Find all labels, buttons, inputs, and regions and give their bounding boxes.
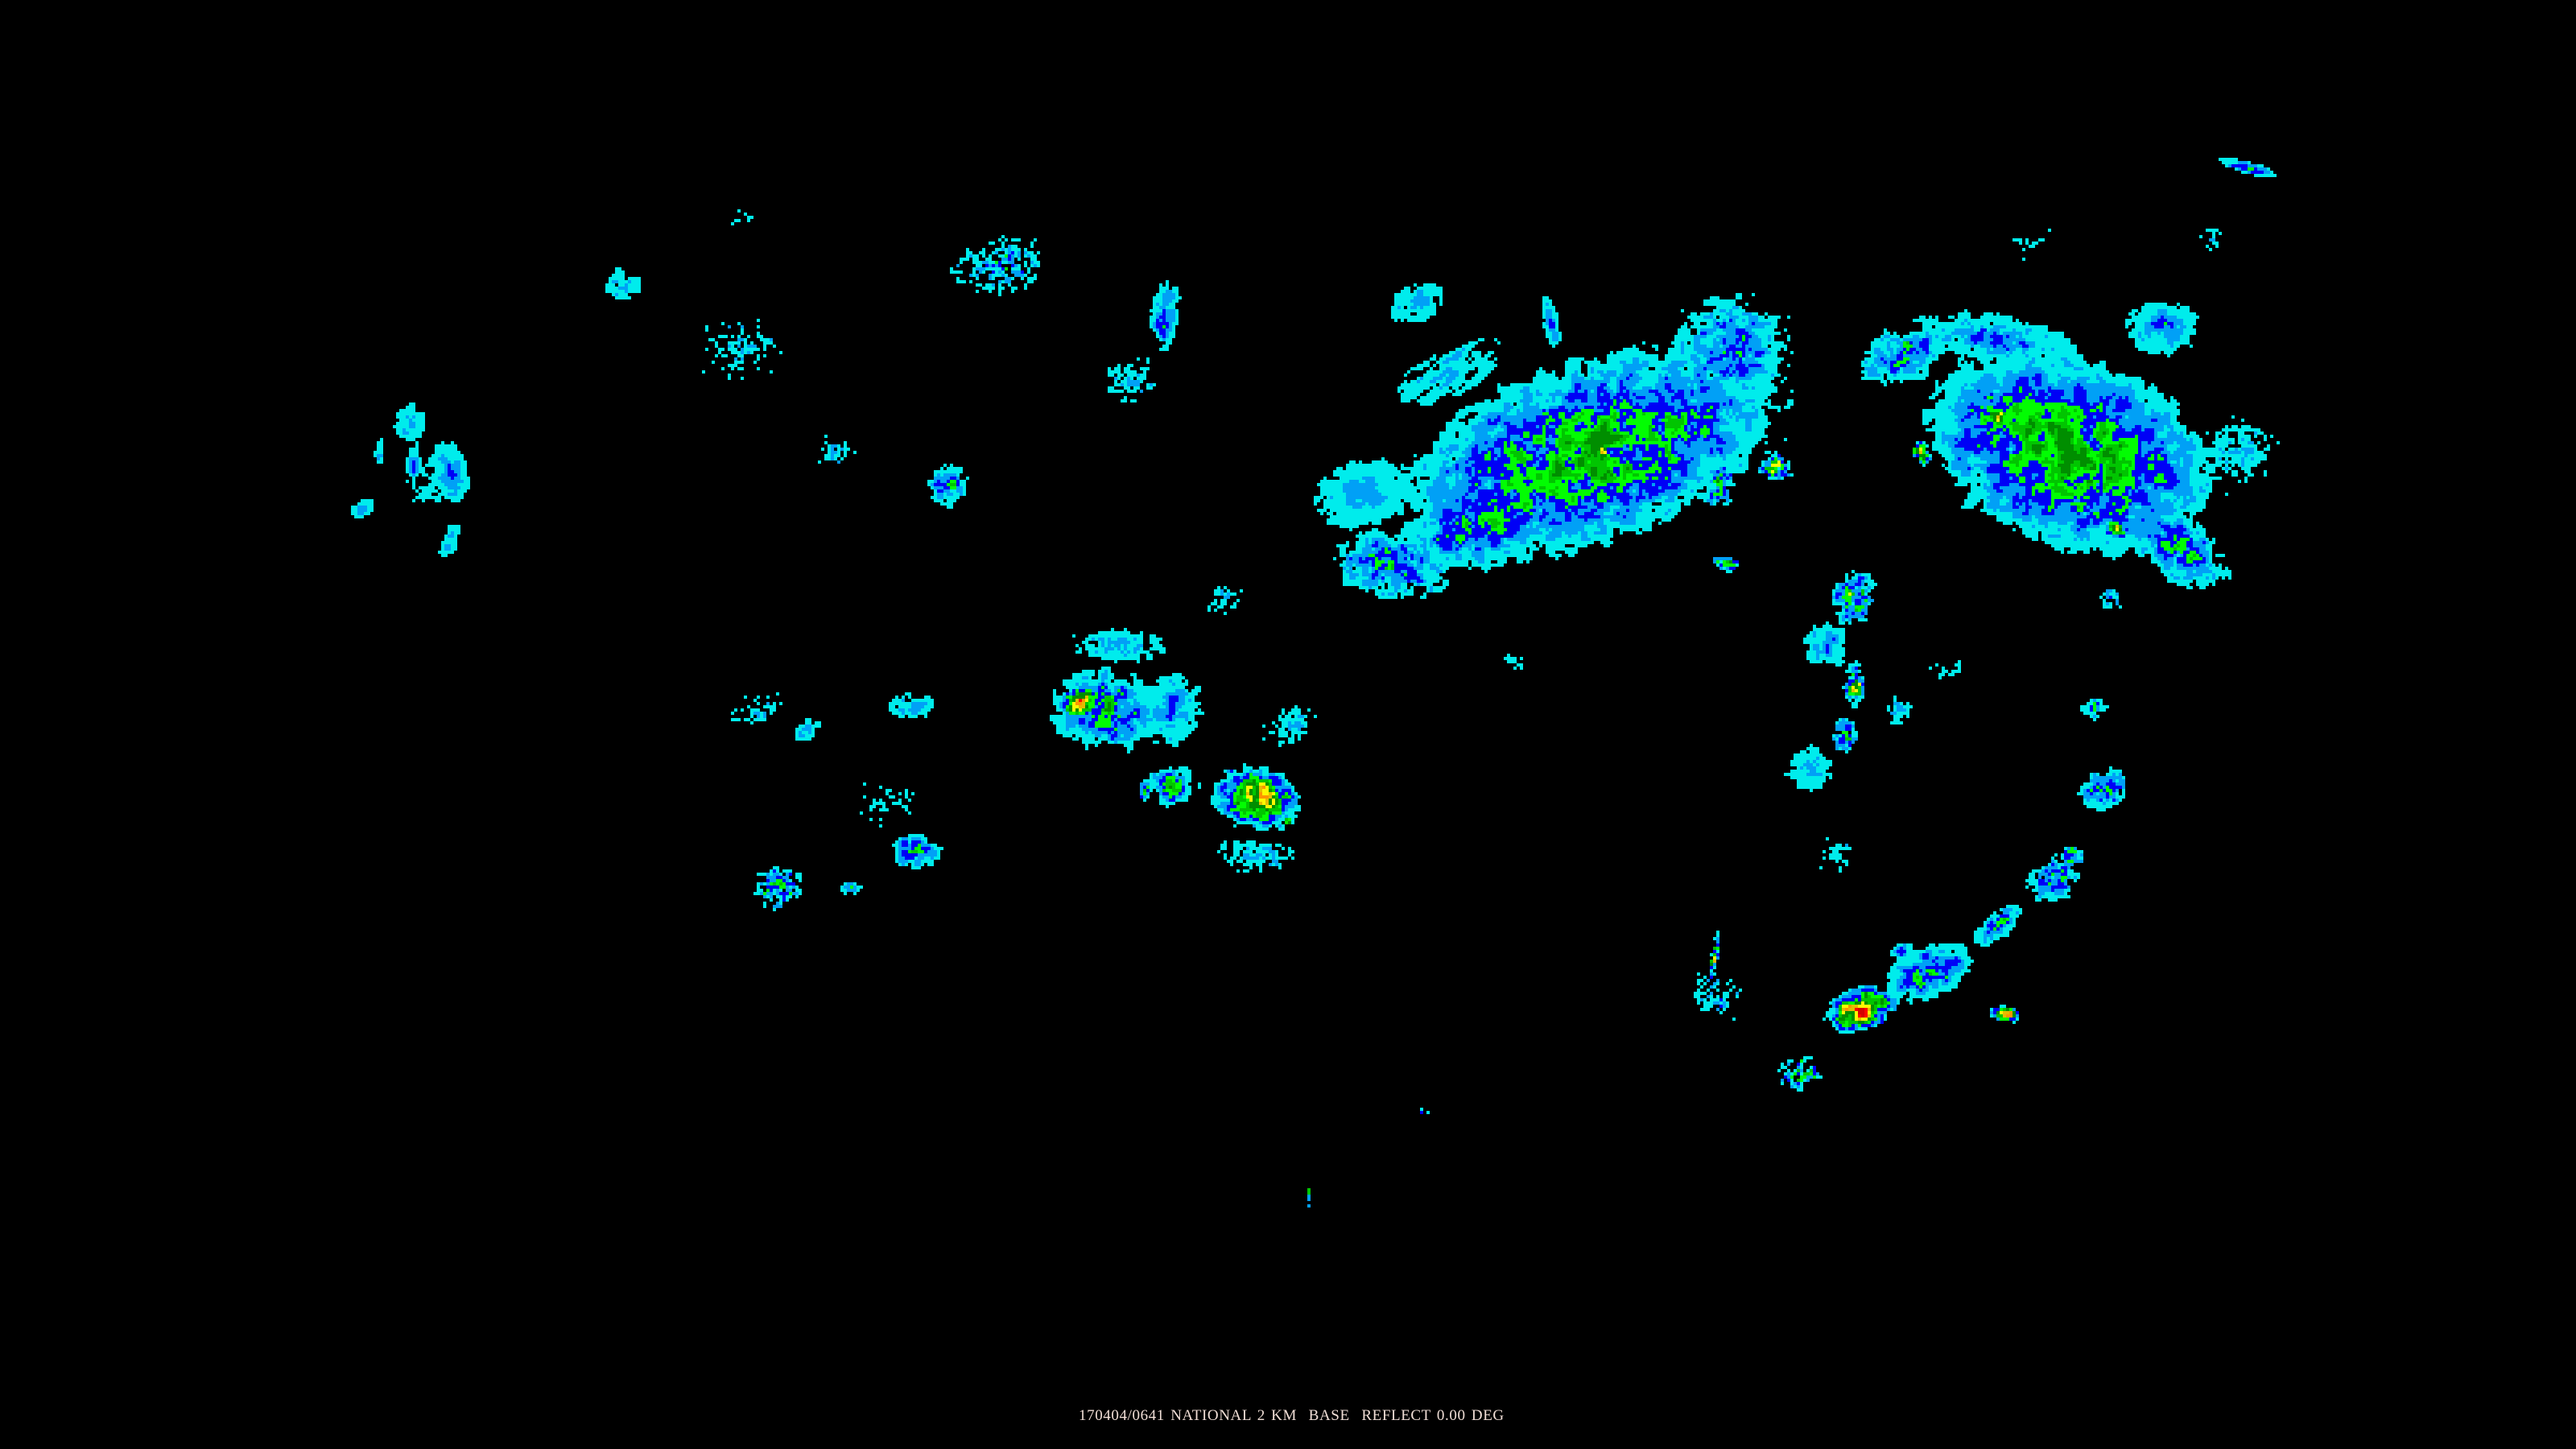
radar-caption: 170404/0641 NATIONAL 2 KM BASE REFLECT 0… — [1079, 1407, 1505, 1424]
